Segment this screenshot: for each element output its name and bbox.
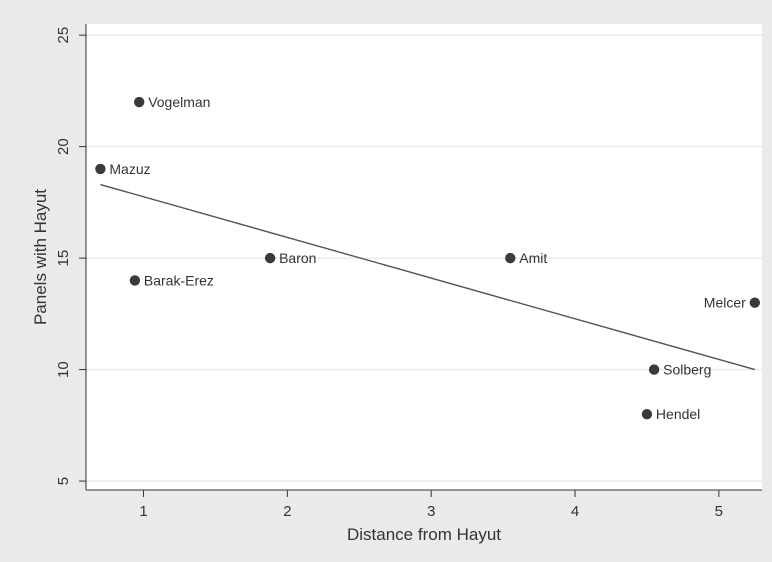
point-label-vogelman: Vogelman — [148, 94, 210, 110]
x-axis-title: Distance from Hayut — [347, 525, 501, 544]
x-tick-label: 2 — [283, 503, 291, 520]
data-point-mazuz — [95, 163, 106, 175]
y-tick-label: 5 — [55, 477, 72, 485]
point-label-mazuz: Mazuz — [109, 161, 150, 177]
point-label-amit: Amit — [519, 250, 547, 266]
point-label-baron: Baron — [279, 250, 316, 266]
y-tick-label: 15 — [55, 250, 72, 267]
x-tick-label: 5 — [715, 503, 723, 520]
y-tick-label: 10 — [55, 361, 72, 378]
data-point-barak-erez — [129, 275, 141, 286]
y-axis-title: Panels with Hayut — [31, 189, 50, 325]
x-tick-label: 4 — [571, 503, 579, 520]
data-point-vogelman — [134, 96, 145, 108]
x-tick-label: 3 — [427, 503, 435, 520]
data-point-hendel — [641, 408, 653, 420]
point-label-barak-erez: Barak-Erez — [144, 272, 214, 288]
y-tick-label: 20 — [55, 138, 72, 155]
point-label-solberg: Solberg — [663, 362, 711, 378]
data-point-amit — [505, 252, 516, 264]
axes: 5 10 15 20 25 1 2 3 4 5 — [55, 24, 762, 520]
data-point-melcer — [749, 297, 761, 308]
x-tick-label: 1 — [139, 503, 147, 520]
point-label-melcer: Melcer — [704, 295, 746, 311]
data-points: Vogelman Mazuz Baron Barak-Erez Amit Melcer So… — [95, 94, 761, 422]
fit-line-layer — [100, 183, 755, 371]
data-point-solberg — [648, 364, 660, 375]
data-point-baron — [264, 252, 276, 264]
y-tick-label: 25 — [55, 27, 72, 44]
point-label-hendel: Hendel — [656, 406, 700, 422]
fit-line — [100, 183, 755, 371]
